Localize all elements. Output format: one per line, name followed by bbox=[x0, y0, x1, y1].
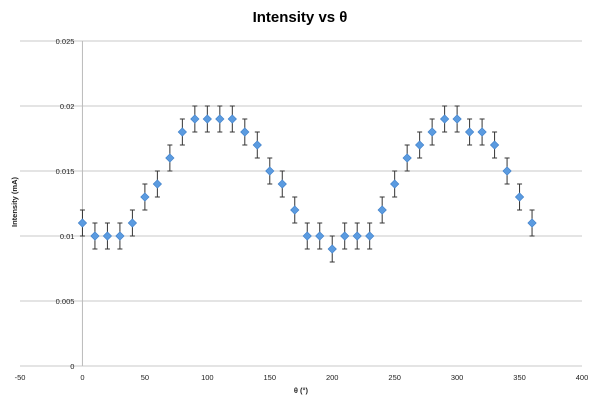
x-tick-label: 250 bbox=[388, 373, 401, 382]
x-tick-label: 100 bbox=[201, 373, 214, 382]
data-point bbox=[340, 231, 350, 241]
y-tick-label: 0 bbox=[70, 362, 74, 371]
data-point bbox=[115, 231, 125, 241]
x-tick-label: 150 bbox=[264, 373, 277, 382]
data-point bbox=[240, 127, 250, 137]
data-point bbox=[265, 166, 275, 176]
data-point bbox=[527, 218, 537, 228]
data-point bbox=[277, 179, 287, 189]
y-tick-label: 0.015 bbox=[56, 167, 75, 176]
data-point bbox=[415, 140, 425, 150]
x-tick-label: 300 bbox=[451, 373, 464, 382]
data-point bbox=[190, 114, 200, 124]
data-point bbox=[127, 218, 138, 228]
data-point bbox=[140, 192, 150, 202]
x-tick-label: 400 bbox=[576, 373, 589, 382]
data-point bbox=[215, 114, 225, 124]
data-point bbox=[464, 127, 475, 137]
data-point bbox=[252, 140, 262, 150]
y-tick-label: 0.01 bbox=[60, 232, 75, 241]
data-point bbox=[377, 205, 387, 215]
data-point bbox=[152, 179, 163, 189]
data-point bbox=[102, 231, 113, 241]
data-point bbox=[315, 231, 325, 241]
y-tick-label: 0.025 bbox=[56, 37, 75, 46]
x-tick-label: -50 bbox=[15, 373, 26, 382]
x-tick-labels: -50 0 50 100 150 200 250 300 350 400 bbox=[15, 373, 589, 382]
data-point bbox=[514, 192, 525, 202]
data-point bbox=[290, 205, 300, 215]
data-point bbox=[352, 231, 362, 241]
data-point bbox=[402, 153, 412, 163]
data-point bbox=[327, 244, 337, 254]
data-point bbox=[452, 114, 462, 124]
x-tick-label: 350 bbox=[513, 373, 526, 382]
data-point bbox=[227, 114, 237, 124]
data-point bbox=[427, 127, 437, 137]
data-point bbox=[177, 127, 187, 137]
x-axis-label: θ (°) bbox=[294, 386, 309, 395]
x-tick-label: 50 bbox=[141, 373, 149, 382]
data-point bbox=[439, 114, 450, 124]
y-axis-label: Intensity (mA) bbox=[10, 177, 19, 228]
y-tick-labels: 0 0.005 0.01 0.015 0.02 0.025 bbox=[56, 37, 75, 371]
data-point bbox=[477, 127, 487, 137]
gridlines bbox=[20, 40, 582, 367]
data-point bbox=[302, 231, 312, 241]
data-point bbox=[77, 218, 88, 228]
data-point bbox=[502, 166, 512, 176]
data-point bbox=[489, 140, 500, 150]
y-tick-label: 0.005 bbox=[56, 297, 75, 306]
data-series bbox=[77, 105, 537, 263]
x-tick-label: 0 bbox=[80, 373, 84, 382]
data-point bbox=[90, 231, 100, 241]
data-point bbox=[365, 231, 375, 241]
data-point bbox=[165, 153, 175, 163]
x-tick-label: 200 bbox=[326, 373, 339, 382]
y-tick-label: 0.02 bbox=[60, 102, 75, 111]
data-point bbox=[202, 114, 212, 124]
chart-title: Intensity vs θ bbox=[253, 9, 348, 26]
data-point bbox=[390, 179, 400, 189]
